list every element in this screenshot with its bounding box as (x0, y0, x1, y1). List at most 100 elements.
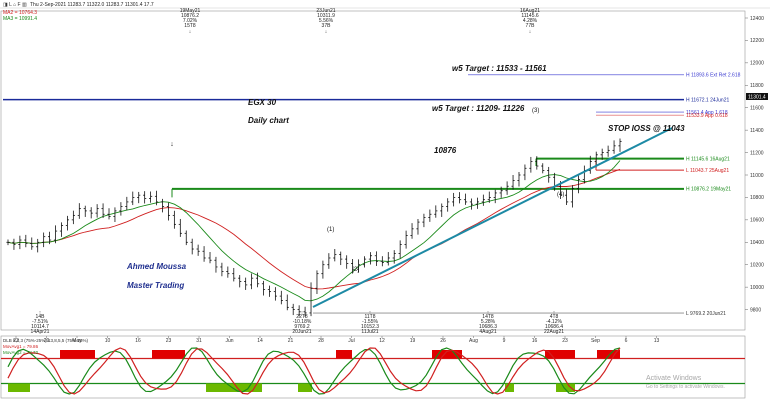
swing-box-line: 9769.2 (294, 324, 310, 330)
x-tick-label: 14 (257, 338, 263, 344)
oversold-zone (206, 383, 262, 392)
header-icons[interactable]: ◨ L ⌂ F ▥ (3, 2, 27, 8)
overbought-zone (432, 350, 462, 359)
x-tick-label: 19 (410, 338, 416, 344)
osc-series-1-line (7, 347, 621, 395)
swing-box-line: 22Aug21 (544, 329, 564, 335)
x-tick-label: Sep (591, 338, 600, 344)
swing-box-line: 11145.6 (521, 13, 539, 19)
x-tick-label: 26 (440, 338, 446, 344)
x-tick-label: 23 (166, 338, 172, 344)
swing-box-line: 15T8 (184, 23, 196, 29)
level-label: H 11145.6 16Aug21 (686, 156, 730, 162)
x-tick-label: 28 (318, 338, 324, 344)
swing-box-line: 77B (526, 23, 536, 29)
osc-series-2-line (7, 347, 621, 395)
watermark-line-1: Activate Windows (646, 375, 702, 382)
x-tick-label: May (72, 338, 82, 344)
level-lines: H 11893.6 Ext Ret 2.618 H 11672.1 24Jun21… (3, 73, 741, 317)
x-tick-label: 9 (503, 338, 506, 344)
level-10876-label: 10876 (434, 146, 457, 155)
wave-4-label: (4) (557, 192, 564, 198)
oversold-zone (556, 383, 575, 392)
swing-arrow: ↑ (301, 310, 304, 316)
swing-box-line: 10311.9 (317, 13, 335, 19)
y-tick-label: 10600 (750, 218, 764, 224)
uptrend-line (312, 127, 673, 308)
swing-box-line: 4T8 (550, 314, 559, 320)
last-value-text: 11301.4 (748, 95, 766, 101)
y-tick-label: 10200 (750, 263, 764, 269)
x-tick-label: 31 (196, 338, 202, 344)
swing-arrow: ↓ (529, 29, 532, 35)
x-tick-label: Aug (469, 338, 478, 344)
x-tick-label: 29 (44, 338, 50, 344)
oversold-zone (8, 383, 30, 392)
overbought-zone (60, 350, 95, 359)
x-tick-label: 12 (379, 338, 385, 344)
swing-box-line: 5.28% (481, 319, 496, 325)
price-y-axis: 9800 10000 10200 10400 10600 10800 11000 11200 1… (745, 16, 764, 313)
y-tick-label: 12000 (750, 61, 764, 67)
oscillator (1, 347, 745, 395)
swing-box-line: 10876.2 (181, 13, 199, 19)
swing-box-line: 14Apr21 (31, 329, 50, 335)
y-tick-label: 12200 (750, 38, 764, 44)
x-tick-label: 16 (532, 338, 538, 344)
company-label: Master Trading (127, 281, 184, 290)
x-tick-label: 22 (13, 338, 19, 344)
swing-box-line: 10686.3 (479, 324, 497, 330)
swing-arrow: ↑ (39, 310, 42, 316)
chart-title: EGX 30 (248, 98, 277, 107)
oversold-zone (505, 383, 514, 392)
x-tick-label: 23 (562, 338, 568, 344)
moving-averages (7, 160, 621, 302)
swing-arrow: ↑ (487, 310, 490, 316)
y-tick-label: 10000 (750, 285, 764, 291)
swing-box-line: 4Aug21 (479, 329, 496, 335)
price-bars (6, 138, 622, 317)
y-tick-label: 10800 (750, 195, 764, 201)
swing-box-line: 10152.3 (361, 324, 379, 330)
y-tick-label: 11000 (750, 173, 764, 179)
osc-series-1-name: MovAvg1 = 79.86 (3, 344, 39, 349)
swing-box-line: -7.51% (32, 319, 48, 325)
wave-3-label: (3) (532, 108, 539, 114)
y-tick-label: 12400 (750, 16, 764, 22)
oversold-zone (298, 383, 312, 392)
swing-box-line: 14B (36, 314, 46, 320)
y-tick-label: 9800 (750, 307, 761, 313)
swing-box-line: -1.55% (362, 319, 378, 325)
oscillator-title: DLB 8,3,3 (75%-25%) 13,8,5,5 (75%-25%) (3, 338, 89, 343)
overbought-zone (336, 350, 352, 359)
x-tick-label: Jul (348, 338, 354, 344)
overbought-zone (152, 350, 185, 359)
header-info: Thu 2-Sep-2021 11283.7 11322.0 11283.7 1… (30, 2, 154, 8)
swing-box-line: 14T8 (482, 314, 494, 320)
x-tick-label: 6 (625, 338, 628, 344)
level-label: 11561.4 App 1.618 (686, 110, 728, 116)
stop-loss-label: STOP lOSS @ 11043 (608, 124, 685, 133)
swing-box-line: 10686.4 (545, 324, 563, 330)
chart-subtitle: Daily chart (248, 116, 289, 125)
swing-arrow: ↓ (170, 141, 174, 148)
level-label: 11533.9 App 0.618 (686, 113, 728, 119)
y-tick-label: 11600 (750, 106, 764, 112)
swing-box-line: 16Aug21 (520, 8, 540, 14)
watermark-line-2: Go to Settings to activate Windows. (646, 384, 725, 390)
x-tick-label: 16 (135, 338, 141, 344)
swing-arrow: ↓ (325, 29, 328, 35)
y-tick-label: 11200 (750, 150, 764, 156)
ma2-label: MA2 = 10764.3 (3, 10, 37, 16)
overbought-zone (545, 350, 575, 359)
swing-box-line: 11Jul21 (361, 329, 378, 335)
date-axis: 22 29 May 10 16 23 31 Jun 14 21 28 Jul 12 19 26 Aug 9 16 2… (13, 336, 659, 344)
x-tick-label: Jun (225, 338, 233, 344)
price-panel-frame (0, 10, 746, 331)
level-label: H 11893.6 Ext Ret 2.618 (686, 73, 741, 79)
ma3-line (7, 160, 621, 302)
ma3-label: MA3 = 10991.4 (3, 16, 37, 22)
w5-target-label-1: w5 Target : 11533 - 11561 (452, 64, 547, 73)
